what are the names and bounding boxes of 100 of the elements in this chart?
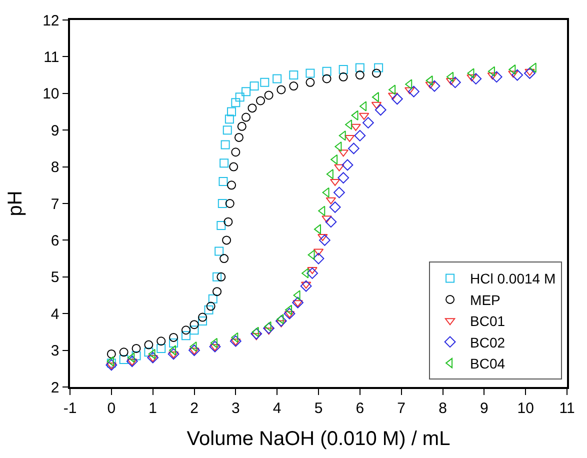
point [372, 68, 381, 78]
point [342, 159, 354, 171]
point [242, 87, 251, 96]
point [147, 352, 159, 364]
point [354, 130, 366, 142]
point [334, 142, 342, 152]
point [264, 328, 274, 335]
point [144, 340, 154, 350]
point [251, 333, 262, 340]
point [204, 305, 214, 314]
point [350, 124, 361, 131]
point [338, 172, 350, 184]
point [362, 117, 374, 128]
x-tick-label: -1 [63, 400, 77, 417]
point [404, 87, 415, 94]
point [388, 84, 396, 95]
point [127, 358, 138, 366]
point [322, 74, 332, 84]
y-tick-label: 2 [50, 379, 60, 396]
point [169, 345, 176, 356]
point [218, 176, 228, 186]
x-tick-label: 1 [148, 400, 157, 417]
point [318, 234, 328, 242]
point [408, 86, 420, 98]
point [126, 356, 138, 368]
point [216, 272, 226, 282]
point [106, 358, 116, 368]
point [308, 250, 315, 260]
point [300, 280, 312, 292]
point [256, 96, 266, 106]
point [293, 290, 300, 300]
point [212, 287, 222, 296]
point [360, 101, 367, 112]
point [132, 351, 141, 360]
point [391, 93, 403, 105]
point [425, 82, 436, 89]
y-tick-label: 9 [50, 122, 60, 140]
point [106, 349, 116, 358]
point [512, 69, 523, 81]
point [227, 107, 236, 116]
point [355, 70, 364, 80]
y-tick-label: 4 [50, 306, 60, 323]
point [212, 272, 222, 282]
y-tick-label: 3 [50, 342, 60, 360]
x-tick-label: 7 [397, 400, 406, 417]
point [198, 312, 208, 322]
point [250, 82, 259, 91]
point [405, 79, 412, 90]
point [237, 122, 246, 131]
legend-label: HCl 0.0014 M [470, 270, 556, 287]
point [306, 68, 315, 78]
point [169, 338, 178, 348]
point [188, 344, 200, 356]
point [264, 90, 274, 100]
point [224, 114, 234, 124]
x-axis-title: Volume NaOH (0.010 M) / mL [186, 428, 450, 450]
point [374, 63, 384, 72]
point [306, 78, 315, 87]
point [148, 355, 158, 362]
point [428, 80, 440, 92]
point [374, 104, 386, 116]
point [338, 65, 348, 74]
point [263, 322, 274, 334]
point [231, 148, 240, 157]
x-tick-label: 5 [314, 400, 323, 417]
point [156, 336, 166, 346]
point [231, 98, 240, 108]
point [250, 328, 262, 340]
point [276, 320, 286, 328]
point [132, 344, 141, 353]
point [190, 320, 199, 330]
legend-label: MEP [470, 292, 500, 308]
point [189, 348, 200, 355]
point [218, 199, 227, 208]
point [128, 352, 135, 363]
point [322, 216, 332, 223]
point [329, 201, 341, 213]
point [169, 332, 178, 342]
point [209, 340, 221, 352]
point [312, 252, 324, 264]
y-tick-label: 12 [42, 12, 60, 30]
point [319, 234, 330, 246]
legend-label: BC04 [470, 356, 506, 372]
point [326, 169, 334, 180]
point [508, 70, 518, 78]
point [449, 76, 461, 88]
x-tick-label: 10 [517, 400, 534, 417]
point [119, 348, 128, 357]
point [222, 236, 232, 245]
point [235, 92, 244, 102]
point [234, 132, 244, 142]
point [524, 68, 535, 76]
x-tick-label: 11 [559, 400, 575, 417]
x-tick-label: 4 [272, 400, 282, 417]
y-tick-label: 10 [42, 86, 60, 103]
legend-label: BC02 [470, 334, 506, 350]
point [292, 300, 303, 308]
point [229, 162, 238, 172]
point [190, 326, 199, 335]
point [242, 112, 251, 122]
